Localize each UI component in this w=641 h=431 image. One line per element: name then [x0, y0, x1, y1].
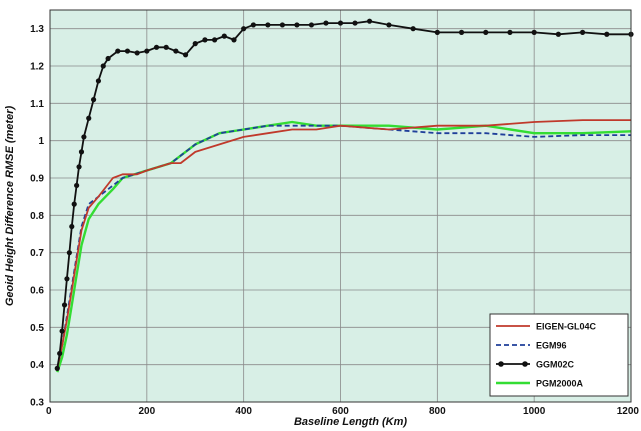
series-line-eigen-gl04c [56, 119, 631, 369]
series-point [265, 22, 271, 28]
x-tick-label: 800 [429, 406, 446, 417]
series-layer [54, 18, 634, 373]
series-point [86, 115, 92, 121]
series-point [105, 55, 111, 62]
y-tick-label: 0.9 [30, 174, 44, 185]
series-point [279, 22, 285, 28]
y-tick-label: 0.3 [30, 398, 44, 409]
series-point [250, 22, 256, 28]
series-point [182, 52, 189, 58]
series-point [604, 31, 610, 37]
series-point [115, 48, 121, 54]
x-tick-label: 400 [235, 406, 252, 417]
series-point [54, 365, 60, 371]
x-tick-label: 1000 [523, 406, 546, 417]
series-point [366, 18, 373, 24]
series-point [212, 37, 218, 43]
series-point [71, 201, 77, 207]
legend: EIGEN-GL04C EGM96 GGM02C PGM2000A [489, 313, 629, 397]
series-point [163, 44, 169, 50]
series-point [78, 149, 85, 155]
series-point [294, 22, 300, 28]
series-point [173, 48, 179, 54]
series-point [124, 48, 131, 54]
series-point [458, 29, 465, 35]
series-point [74, 182, 80, 189]
series-point [352, 20, 358, 26]
series-point [64, 276, 70, 282]
series-point [579, 29, 586, 35]
x-axis-ticks: 0 200 400 600 800 1000 1200 [46, 406, 639, 417]
series-point [134, 50, 140, 56]
x-tick-label: 0 [46, 406, 52, 417]
series-point [95, 78, 102, 84]
y-tick-label: 1.2 [30, 62, 44, 73]
plot-border [49, 9, 632, 403]
series-point [221, 33, 227, 39]
legend-label: GGM02C [536, 360, 575, 370]
y-tick-label: 0.5 [30, 323, 44, 334]
series-point [308, 22, 315, 28]
y-axis-ticks: 0.3 0.4 0.5 0.6 0.7 0.8 0.9 1 1.1 1.2 1.3 [30, 24, 44, 408]
y-tick-label: 0.8 [30, 211, 44, 222]
y-tick-label: 1.3 [30, 24, 44, 35]
y-tick-label: 0.4 [30, 360, 44, 371]
legend-marker [522, 361, 528, 367]
series-point [59, 328, 65, 334]
series-point [66, 250, 72, 256]
y-tick-label: 1.1 [30, 99, 44, 110]
series-point [337, 20, 344, 26]
legend-marker [498, 361, 504, 367]
series-point [57, 350, 63, 357]
series-point [531, 29, 537, 35]
series-point [410, 26, 416, 32]
series-point [386, 22, 392, 28]
series-point [61, 302, 68, 308]
series-point [90, 97, 97, 103]
y-tick-label: 0.7 [30, 248, 44, 259]
series-point [231, 37, 237, 43]
series-point [555, 31, 561, 37]
y-tick-label: 1 [38, 136, 44, 147]
series-point [76, 164, 82, 170]
series-point [81, 134, 87, 140]
series-point [69, 223, 75, 230]
x-tick-label: 1200 [617, 406, 640, 417]
series-point [192, 41, 198, 47]
series-point [241, 26, 247, 32]
series-point [144, 48, 150, 54]
x-tick-label: 600 [332, 406, 349, 417]
grid-lines [49, 10, 632, 403]
x-axis-label: Baseline Length (Km) [294, 416, 407, 428]
legend-label: EGM96 [536, 341, 567, 351]
y-axis-label: Geoid Height Difference RMSE (meter) [4, 106, 16, 307]
legend-label: EIGEN-GL04C [536, 322, 597, 332]
series-point [153, 44, 160, 50]
series-point [100, 63, 106, 69]
x-tick-label: 200 [138, 406, 155, 417]
series-point [202, 37, 208, 43]
series-point [434, 29, 440, 35]
legend-label: PGM2000A [536, 379, 584, 389]
series-point [323, 20, 329, 26]
series-point [483, 29, 489, 35]
y-tick-label: 0.6 [30, 286, 44, 297]
series-point [507, 29, 513, 35]
